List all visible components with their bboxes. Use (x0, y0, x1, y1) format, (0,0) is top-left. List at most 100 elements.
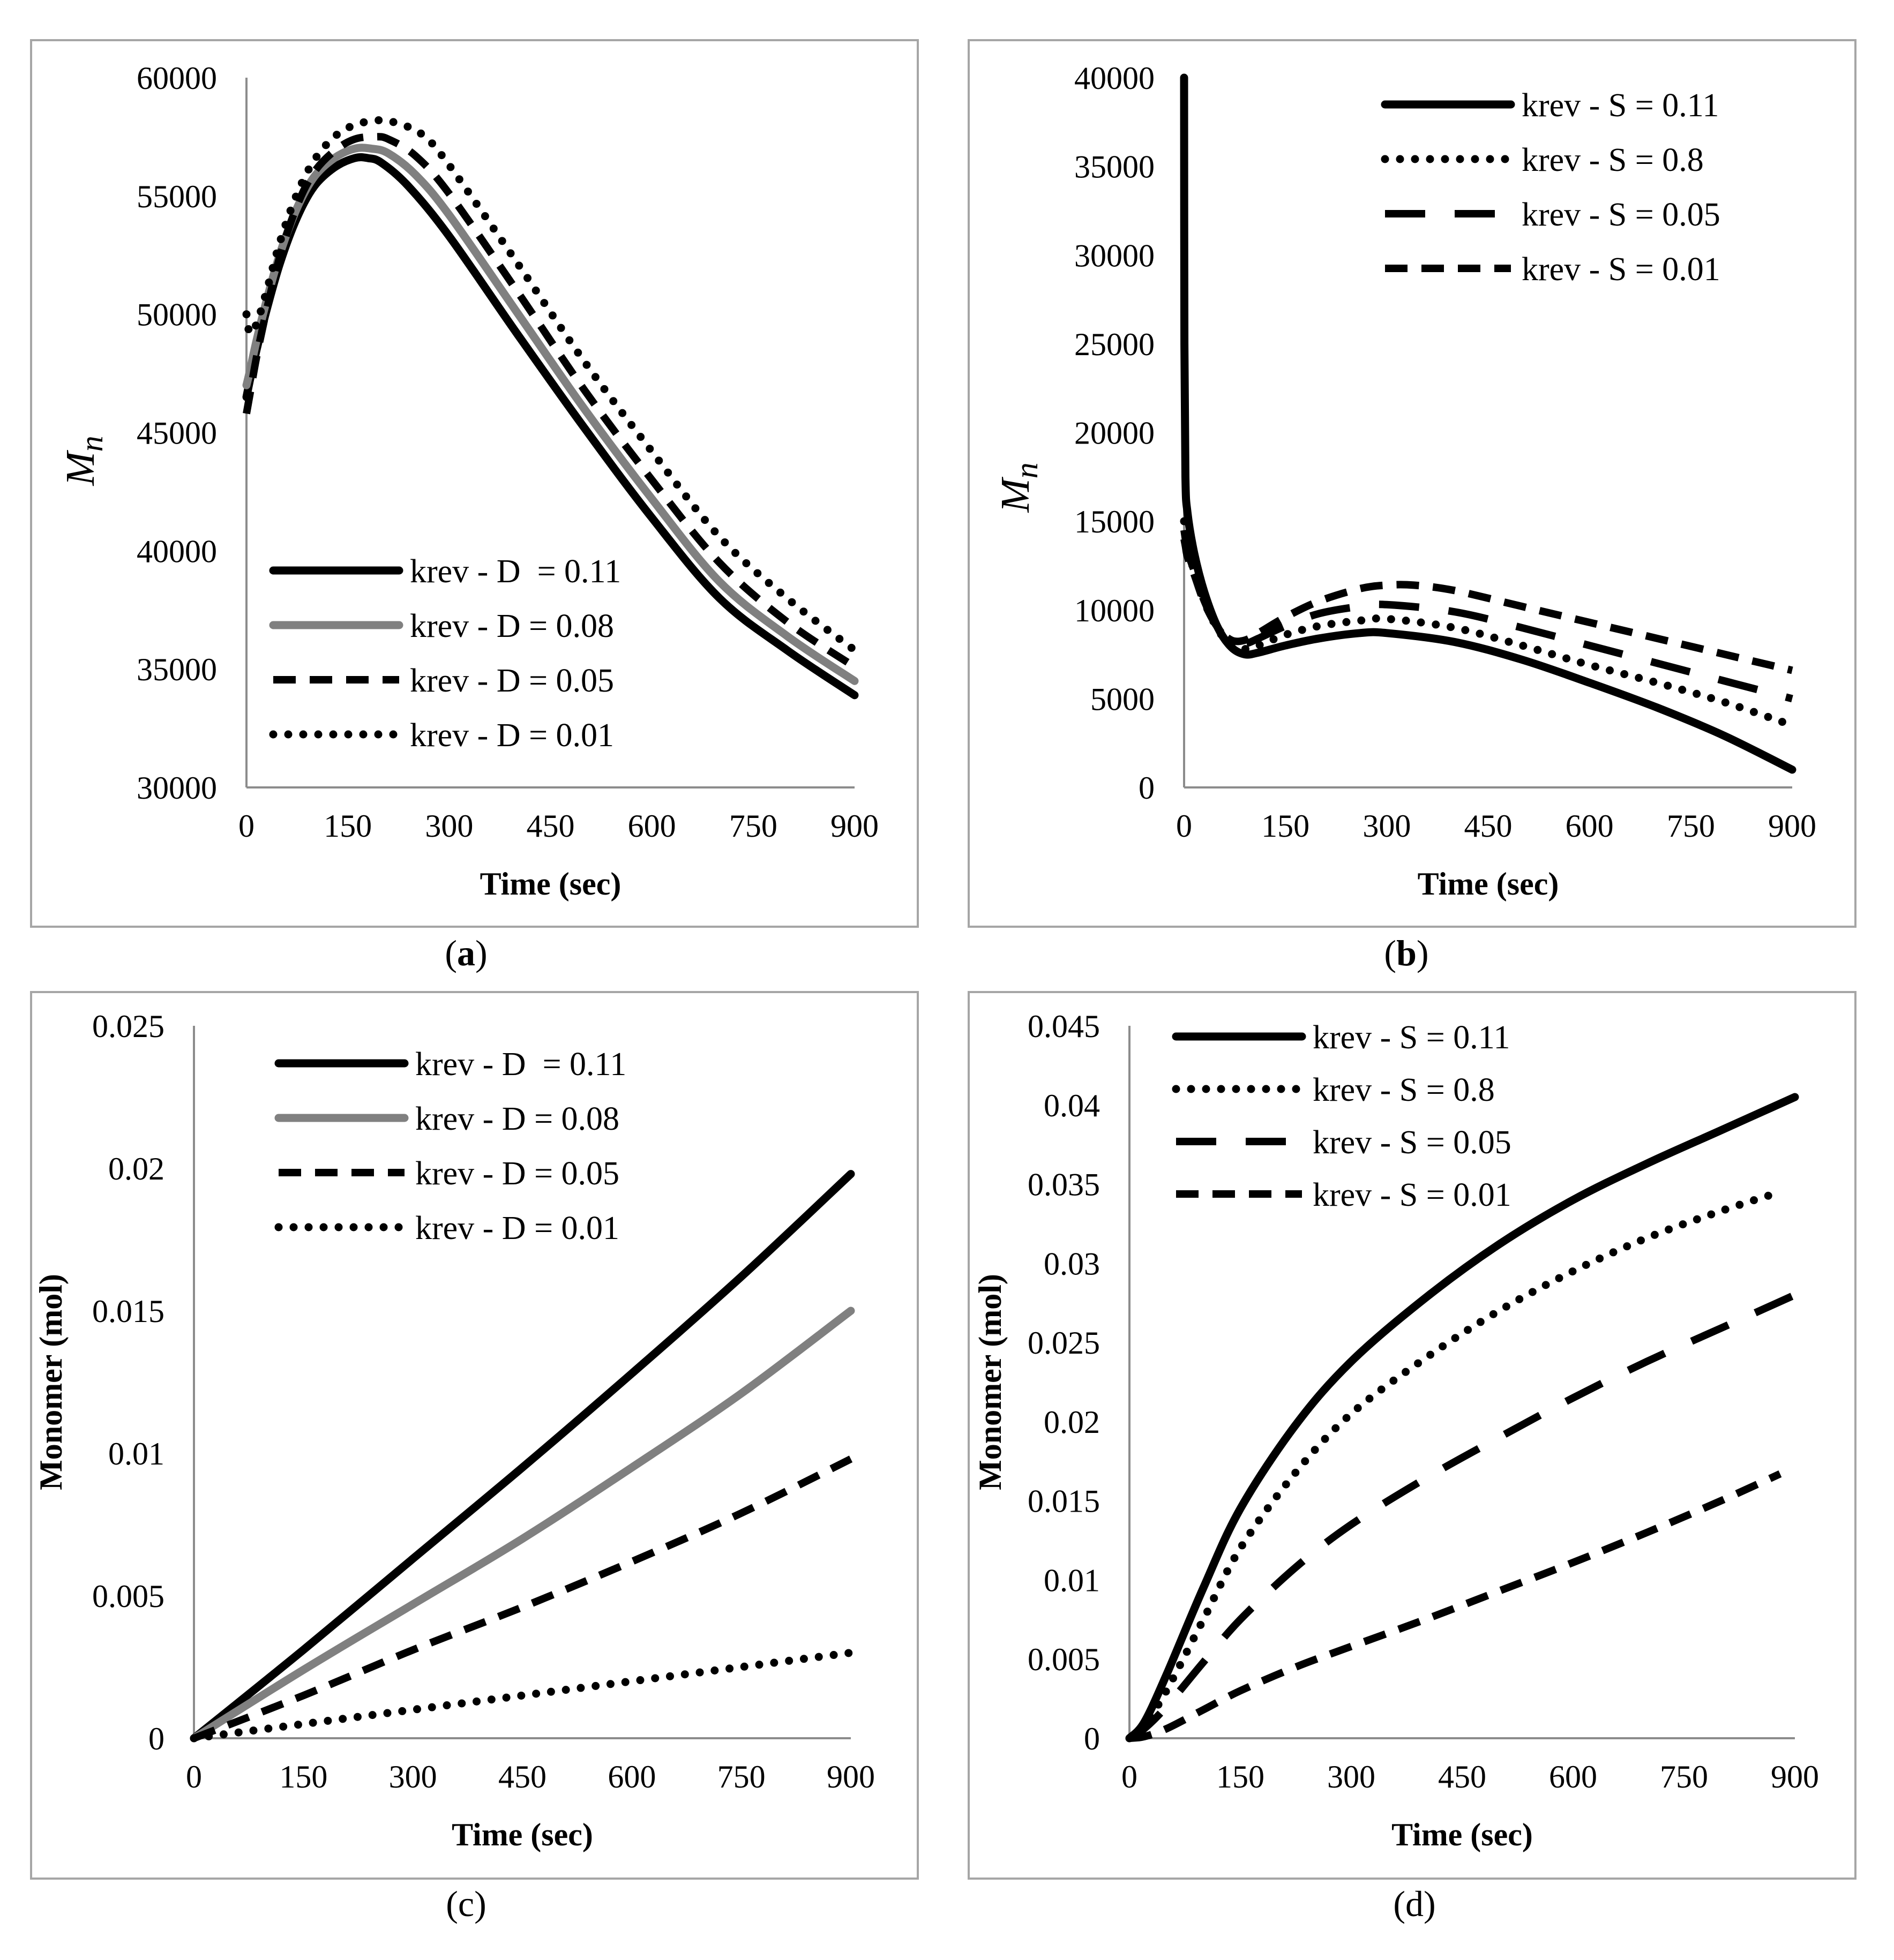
x-tick-label: 600 (628, 808, 676, 844)
series-line-1 (1180, 73, 1796, 774)
y-tick-label: 0.02 (1044, 1405, 1100, 1440)
series-line-3 (1127, 1291, 1796, 1741)
x-tick-label: 150 (1261, 808, 1309, 844)
series-line-1 (190, 1170, 855, 1743)
y-tick-label: 20000 (1074, 416, 1155, 451)
x-tick-label: 0 (186, 1759, 202, 1794)
legend-entry: krev - D = 0.05 (410, 663, 614, 699)
series-line-3 (1180, 529, 1793, 703)
panel-b: 0 150 300 450 600 750 900 0 5000 10000 15000 20000 2… (968, 39, 1856, 928)
x-tick-label: 300 (1363, 808, 1411, 844)
legend-entry: krev - D = 0.11 (415, 1046, 626, 1083)
x-tick-label: 150 (324, 808, 372, 844)
x-tick-label: 300 (1327, 1759, 1375, 1794)
panel-caption-b: (b) (1384, 933, 1429, 973)
x-tick-label: 750 (729, 808, 777, 844)
y-tick-label: 0 (148, 1721, 164, 1756)
legend-entry: krev - D = 0.11 (410, 553, 621, 590)
y-tick-label: 10000 (1074, 593, 1155, 628)
series-line-4 (1129, 1470, 1782, 1742)
legend-entry: krev - D = 0.05 (415, 1155, 619, 1192)
y-tick-label: 35000 (1074, 149, 1155, 185)
x-axis-title: Time (sec) (1418, 866, 1559, 902)
x-tick-label: 0 (238, 808, 254, 844)
legend-entry: krev - S = 0.05 (1522, 197, 1720, 233)
legend: krev - S = 0.11 krev - S = 0.8 krev - S = … (1172, 1019, 1511, 1213)
panel-caption-c: (c) (446, 1883, 486, 1924)
x-tick-label: 750 (1667, 808, 1715, 844)
x-tick-label: 300 (425, 808, 473, 844)
series-line-4 (242, 116, 859, 655)
x-tick-label: 900 (830, 808, 879, 844)
panel-d: 0 150 300 450 600 750 900 0 0.005 0.01 0.015 0.02 0.… (968, 991, 1856, 1880)
y-tick-label: 0.025 (92, 1009, 164, 1044)
legend-entry: krev - D = 0.01 (410, 717, 614, 754)
x-tick-label: 150 (279, 1759, 327, 1794)
series-line-4 (190, 1648, 855, 1743)
x-axis-title: Time (sec) (480, 866, 622, 902)
x-tick-label: 0 (1176, 808, 1192, 844)
y-tick-label: 0.03 (1044, 1246, 1100, 1281)
y-tick-label: 0.01 (1044, 1563, 1100, 1598)
x-tick-label: 900 (1771, 1759, 1819, 1794)
x-tick-label: 0 (1121, 1759, 1137, 1794)
legend: krev - D = 0.11 krev - D = 0.08 krev - D =… (274, 1046, 626, 1246)
y-tick-label: 0.005 (1028, 1642, 1100, 1677)
legend-entry: krev - D = 0.01 (415, 1210, 619, 1246)
y-tick-label: 35000 (137, 652, 217, 687)
y-tick-label: 0.025 (1028, 1325, 1100, 1361)
panel-a: 0 150 300 450 600 750 900 30000 35000 40000 45000 5… (30, 39, 919, 928)
legend-entry: krev - D = 0.08 (415, 1101, 619, 1137)
legend-entry: krev - S = 0.8 (1313, 1072, 1495, 1108)
x-tick-label: 450 (527, 808, 575, 844)
y-tick-label: 30000 (137, 770, 217, 806)
y-tick-label: 0.035 (1028, 1167, 1100, 1203)
x-tick-label: 600 (608, 1759, 656, 1794)
y-tick-label: 0 (1084, 1721, 1100, 1756)
panel-c: 0 150 300 450 600 750 900 0 0.005 0.01 0.015 0.02 0.… (30, 991, 919, 1880)
legend-entry: krev - S = 0.05 (1313, 1124, 1511, 1161)
x-tick-label: 150 (1216, 1759, 1264, 1794)
series-line-3 (243, 133, 857, 670)
x-tick-label: 750 (717, 1759, 766, 1794)
y-axis-title: Monomer (mol) (33, 1274, 69, 1490)
y-tick-label: 15000 (1074, 504, 1155, 539)
legend-entry: krev - S = 0.11 (1313, 1019, 1510, 1056)
x-axis-title: Time (sec) (452, 1817, 593, 1852)
y-tick-label: 0 (1139, 770, 1155, 806)
x-axis-title: Time (sec) (1391, 1817, 1533, 1852)
x-tick-label: 900 (1768, 808, 1816, 844)
legend-entry: krev - S = 0.8 (1522, 142, 1704, 178)
y-tick-label: 25000 (1074, 327, 1155, 362)
legend-entry: krev - D = 0.08 (410, 608, 614, 644)
x-tick-label: 300 (389, 1759, 437, 1794)
y-axis-title: Monomer (mol) (972, 1274, 1008, 1490)
y-tick-label: 40000 (137, 534, 217, 569)
panel-frame (30, 39, 919, 928)
panel-frame (30, 991, 919, 1880)
series-line-2 (242, 144, 859, 685)
legend: krev - D = 0.11 krev - D = 0.08 krev - D =… (269, 553, 621, 754)
series-line-2 (190, 1306, 855, 1743)
y-tick-label: 0.015 (1028, 1484, 1100, 1519)
legend-entry: krev - S = 0.01 (1313, 1177, 1511, 1213)
y-tick-label: 55000 (137, 179, 217, 214)
legend-entry: krev - S = 0.11 (1522, 87, 1719, 124)
legend-entry: krev - S = 0.01 (1522, 251, 1720, 288)
x-tick-label: 600 (1566, 808, 1614, 844)
series-line-4 (1180, 538, 1793, 674)
x-tick-label: 900 (827, 1759, 875, 1794)
panel-caption-d: (d) (1393, 1883, 1436, 1924)
panel-caption-a: (a) (445, 933, 488, 973)
y-tick-label: 5000 (1090, 681, 1155, 717)
y-tick-label: 30000 (1074, 238, 1155, 273)
y-tick-label: 0.005 (92, 1579, 164, 1614)
x-tick-label: 450 (1464, 808, 1513, 844)
x-tick-label: 450 (1438, 1759, 1486, 1794)
y-tick-label: 0.045 (1028, 1009, 1100, 1044)
y-tick-label: 0.02 (108, 1151, 164, 1186)
y-tick-label: 40000 (1074, 61, 1155, 96)
y-tick-label: 0.015 (92, 1294, 164, 1329)
